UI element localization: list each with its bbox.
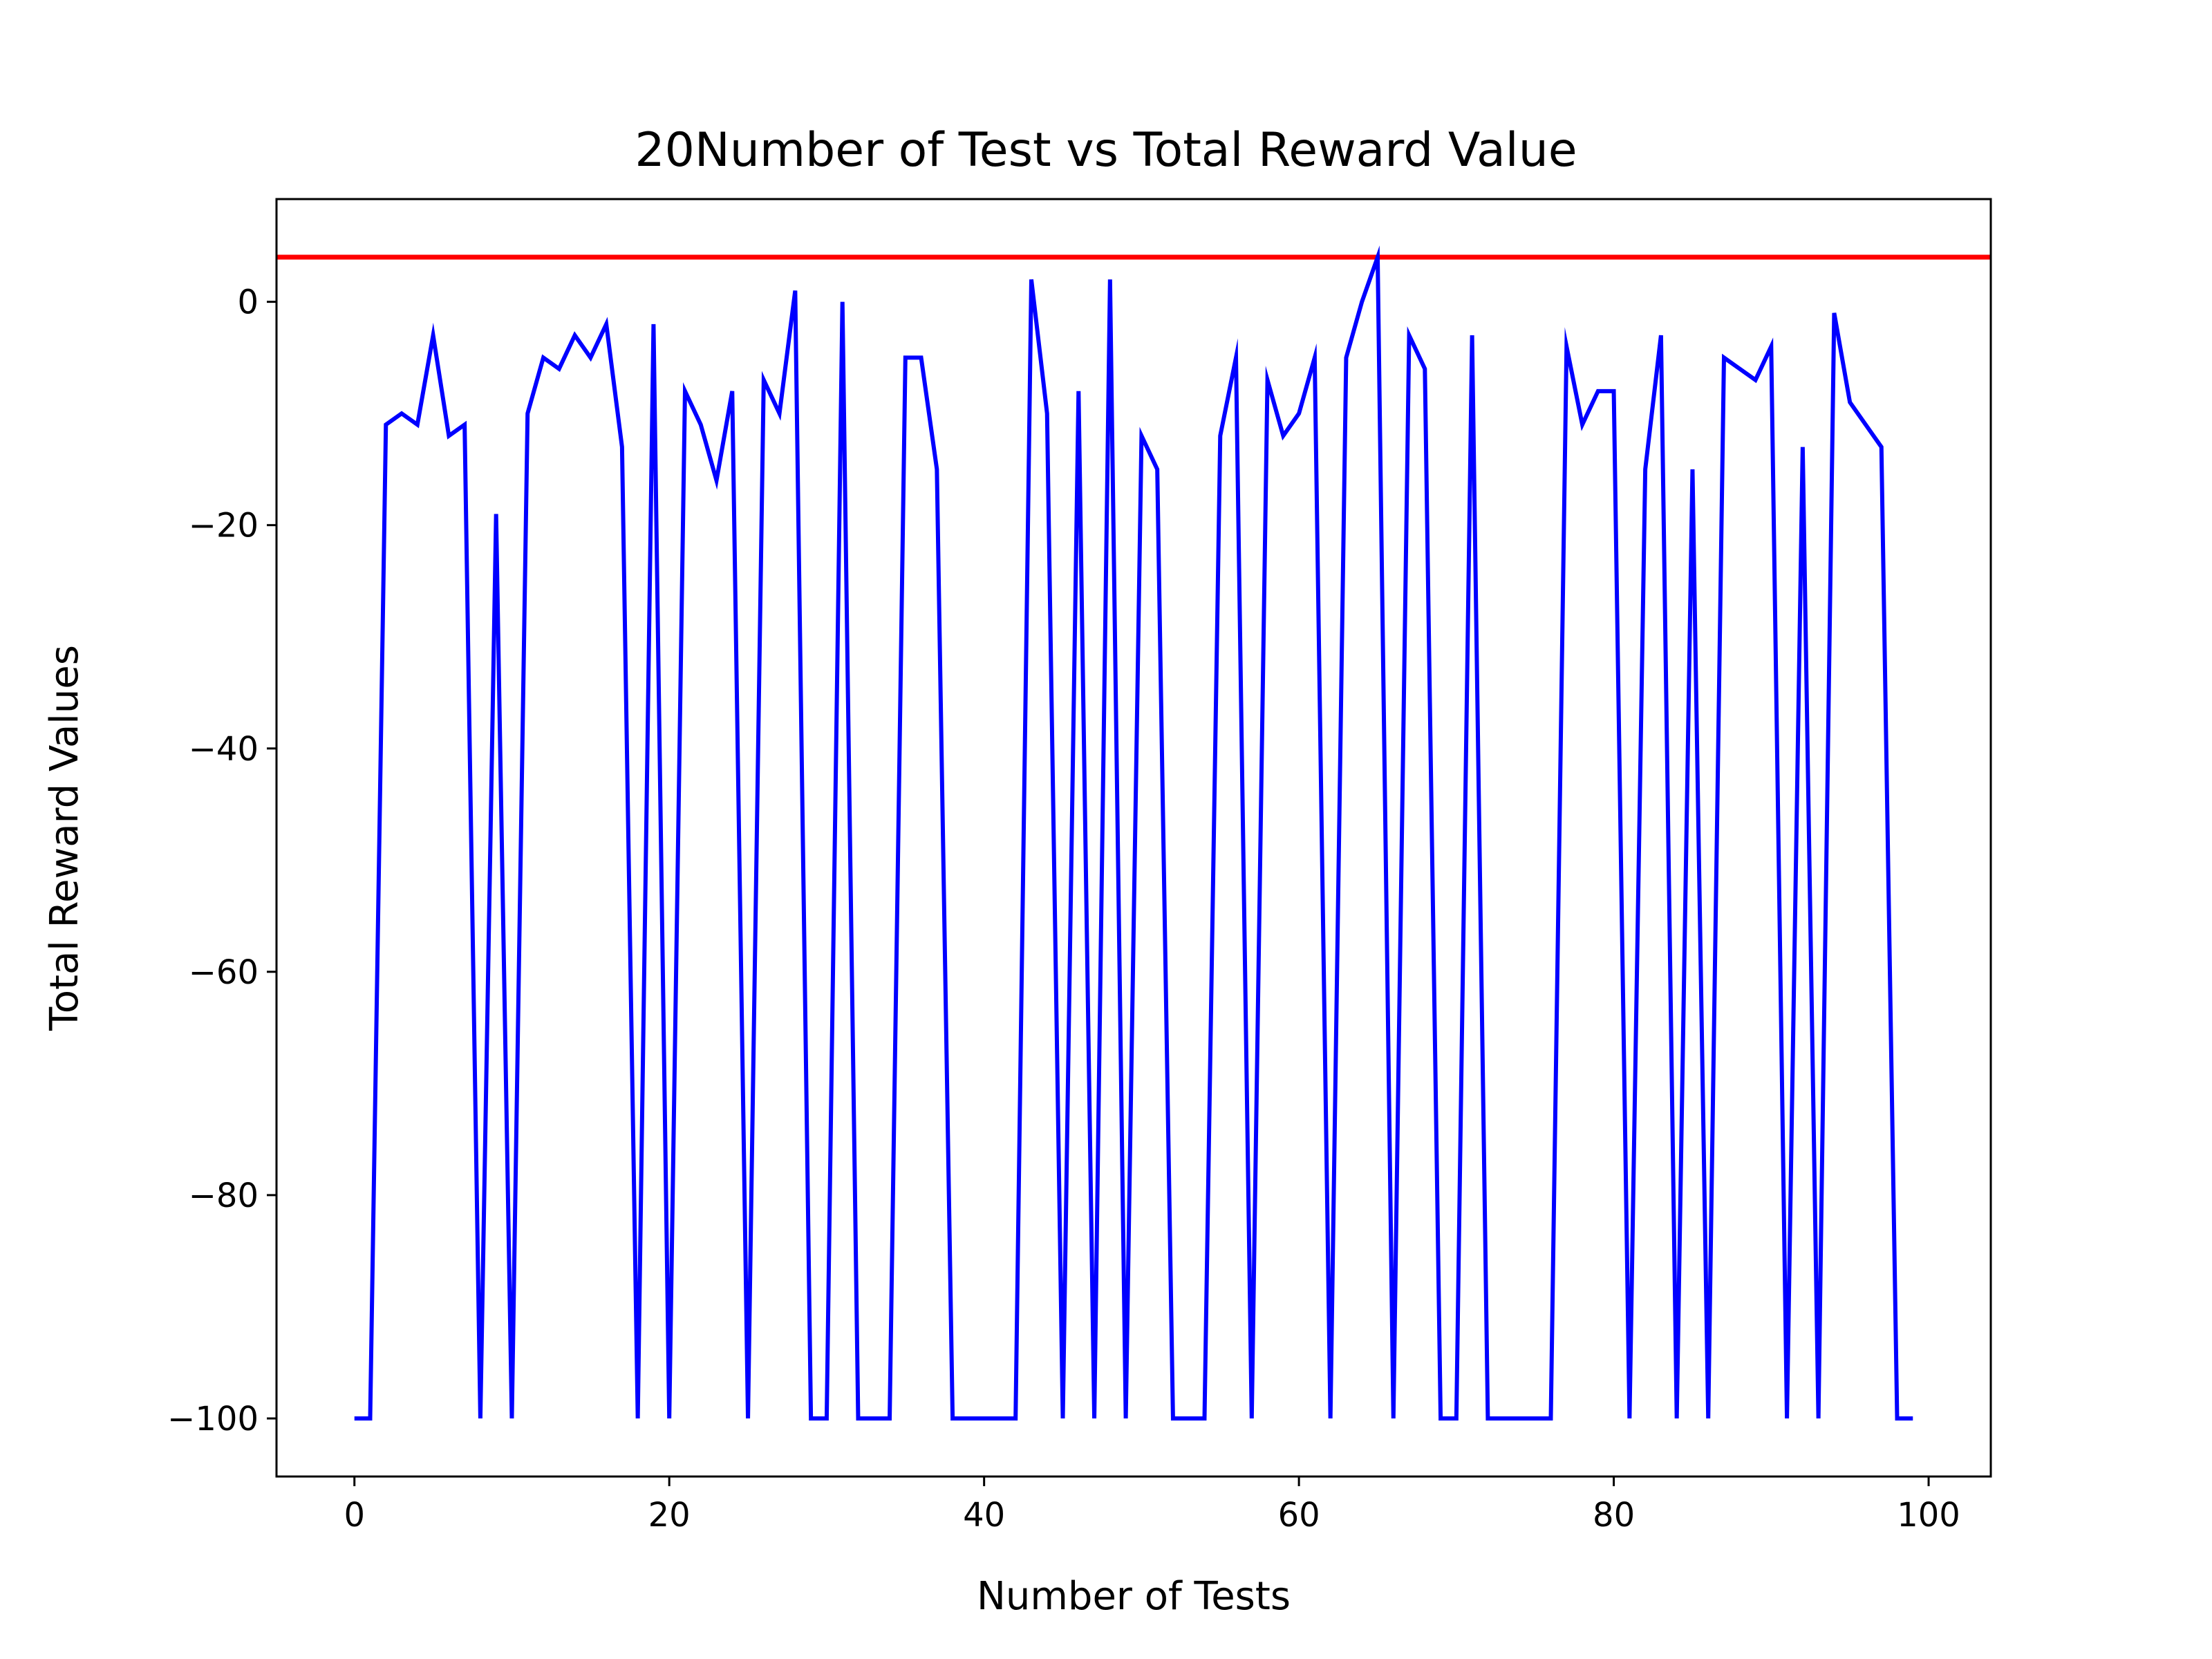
y-axis: 0 −20 −40 −60 −80 −100 — [167, 283, 276, 1438]
series-line — [354, 245, 1913, 1421]
y-tick-label: −20 — [189, 507, 259, 545]
chart-title: 20Number of Test vs Total Reward Value — [635, 123, 1577, 178]
y-tick-label: −80 — [189, 1177, 259, 1215]
x-tick-label: 0 — [344, 1496, 365, 1535]
series-layer — [354, 245, 1913, 1421]
plot-area — [275, 198, 1992, 1478]
x-tick-label: 100 — [1897, 1496, 1960, 1535]
y-tick-label: −60 — [189, 953, 259, 992]
y-tick-label: −40 — [189, 730, 259, 769]
x-tick-label: 40 — [963, 1496, 1005, 1535]
x-tick-label: 20 — [648, 1496, 691, 1535]
x-tick-label: 80 — [1593, 1496, 1635, 1535]
y-axis-label: Total Reward Values — [42, 645, 87, 1031]
x-axis-label: Number of Tests — [977, 1574, 1291, 1619]
y-tick-label: −100 — [167, 1400, 259, 1438]
x-tick-label: 60 — [1278, 1496, 1320, 1535]
y-tick-label: 0 — [237, 283, 259, 322]
x-axis: 0 20 40 60 80 100 — [344, 1477, 1960, 1535]
plot-frame — [275, 198, 1992, 1478]
